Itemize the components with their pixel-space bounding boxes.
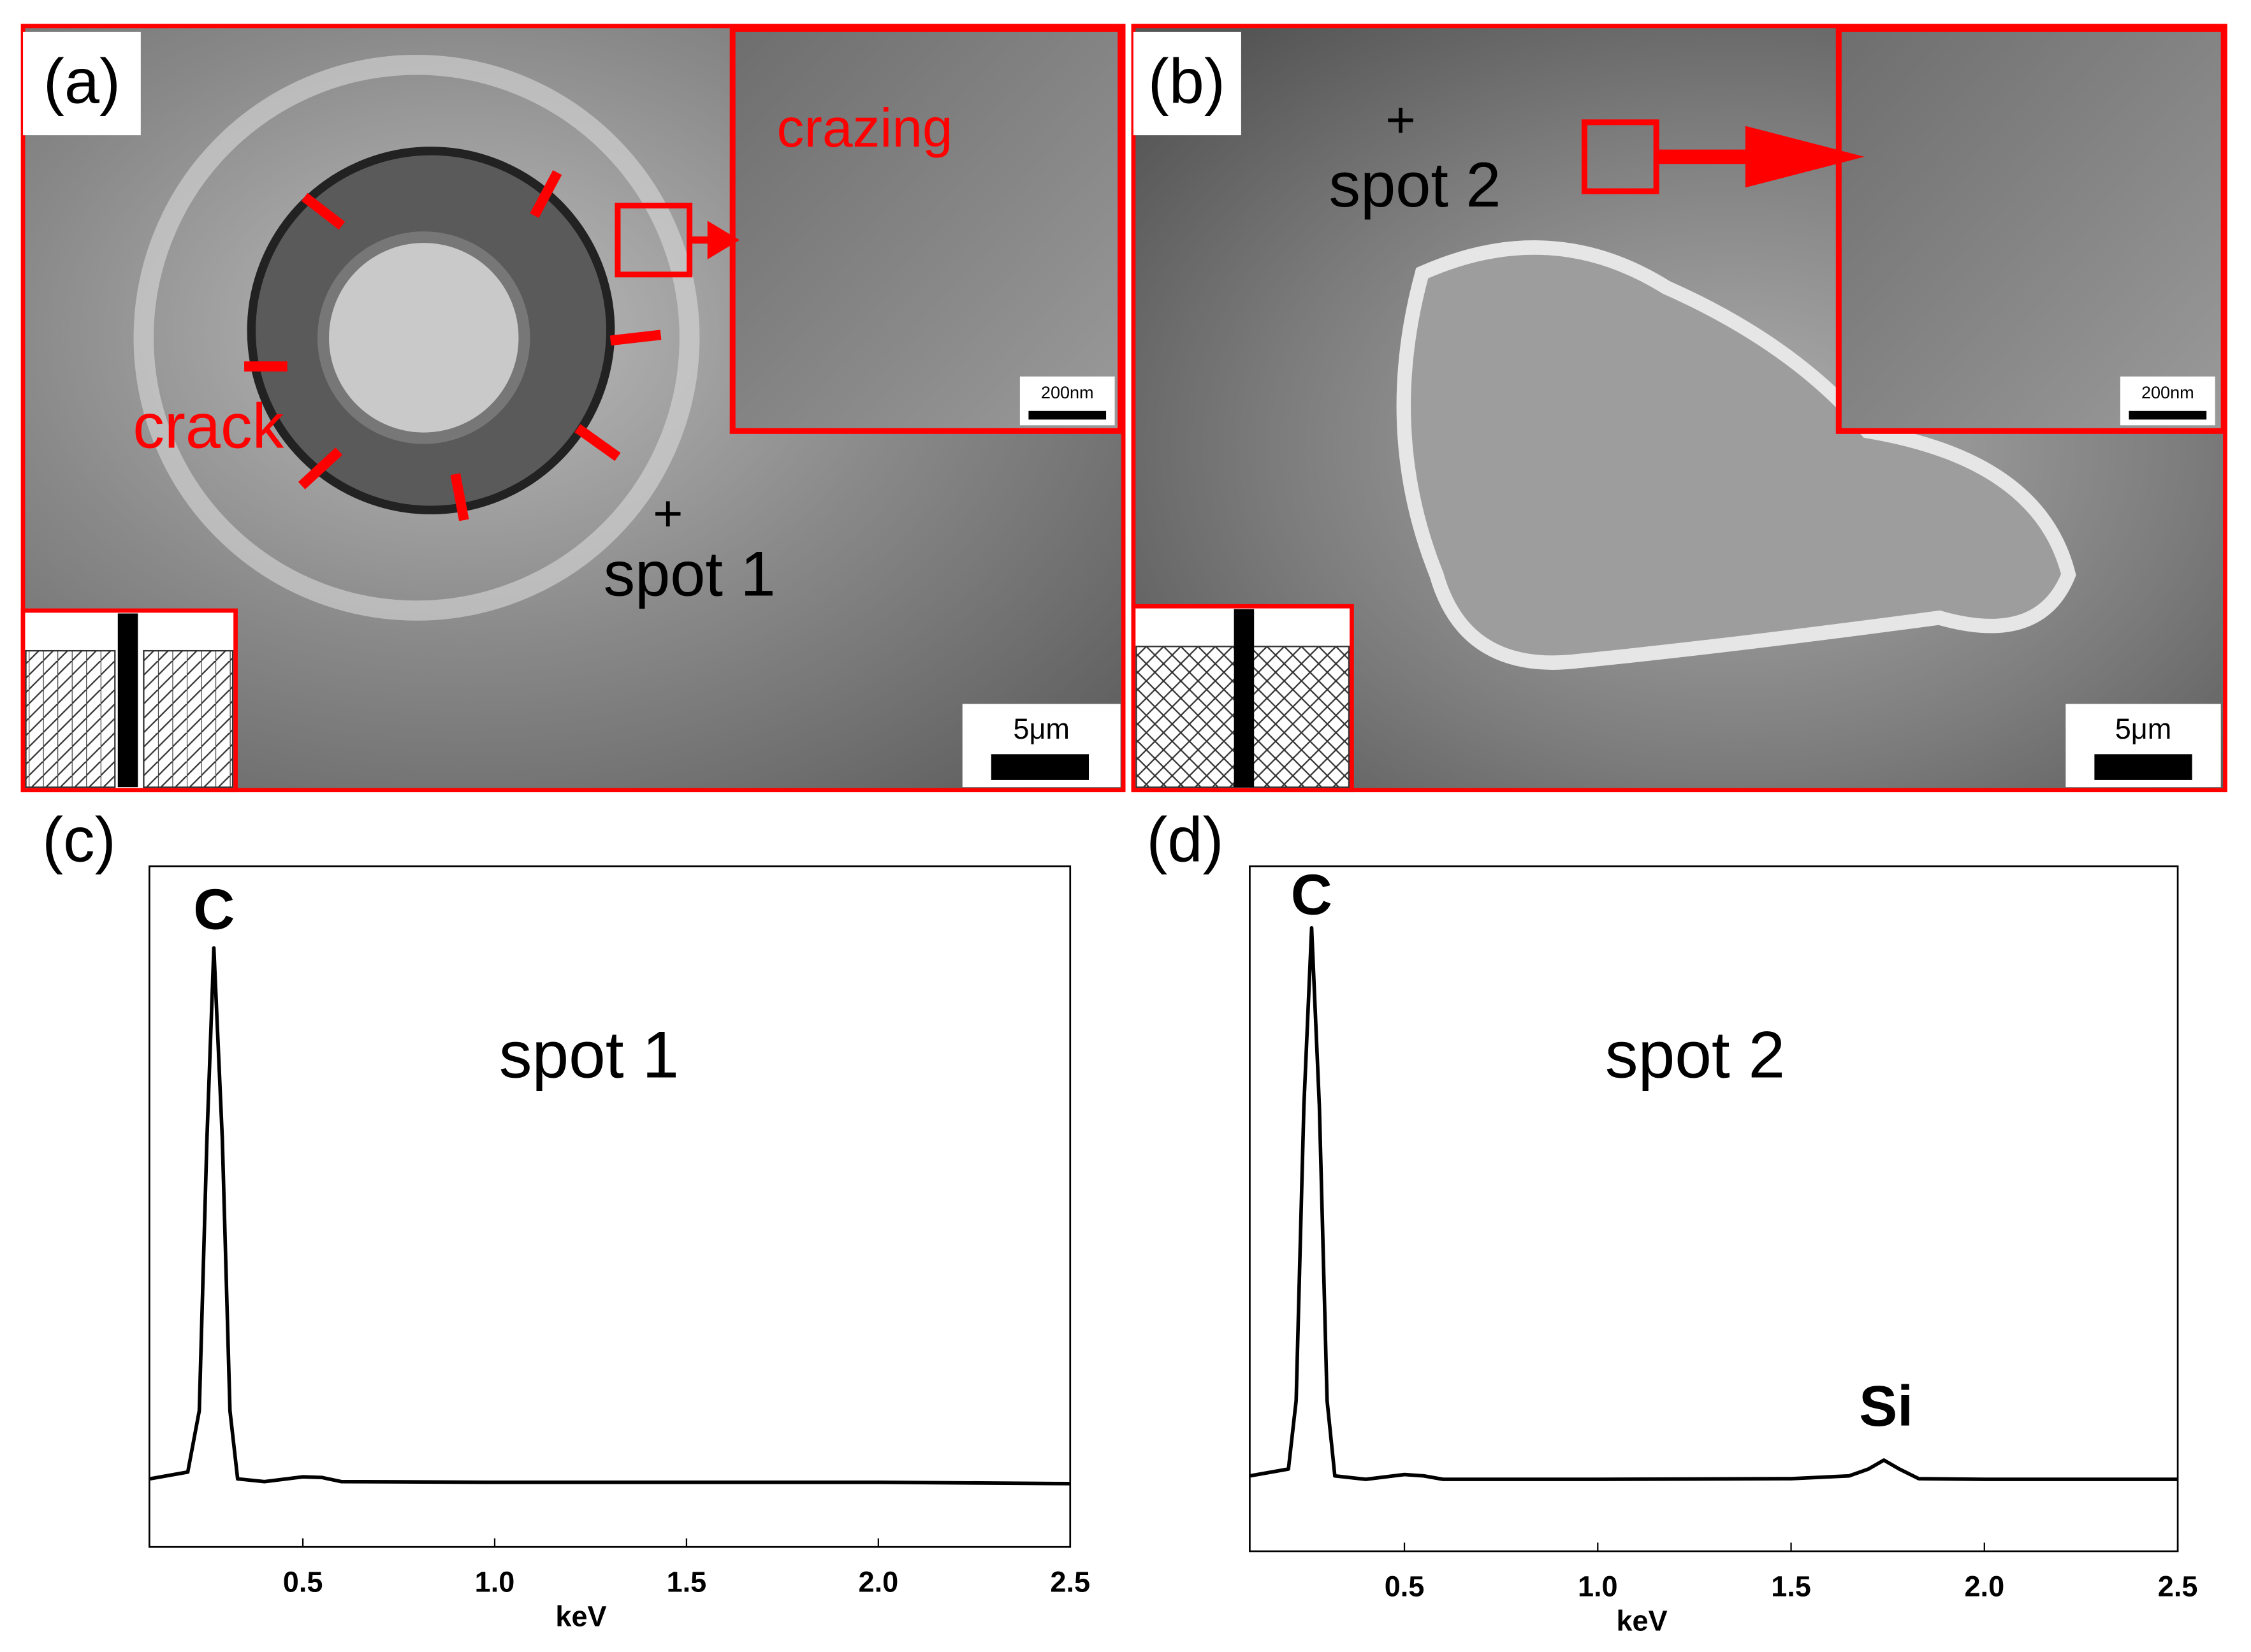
peak-label: C <box>1291 863 1332 927</box>
plot-frame <box>148 865 1072 1548</box>
ring <box>133 54 700 621</box>
scale-bar <box>2094 754 2192 780</box>
x-tick-label: 2.0 <box>859 1566 899 1598</box>
scale-label: 5μm <box>1013 713 1070 745</box>
spectrum-line <box>149 946 1070 1486</box>
scale-bar <box>991 754 1089 780</box>
inset-image <box>1835 25 2227 434</box>
zoom-arrow <box>689 221 740 259</box>
schematic-fiber <box>1234 609 1255 788</box>
schematic-fill <box>25 649 116 788</box>
x-tick-label: 0.5 <box>283 1566 323 1598</box>
annotation: spot 2 <box>1329 150 1501 221</box>
x-tick-label: 1.5 <box>667 1566 707 1598</box>
panel-b: (b) + spot 2 200nm 5μm <box>1131 24 2227 793</box>
x-tick-label: 0.5 <box>1385 1570 1425 1602</box>
pullout <box>1396 240 2076 670</box>
scale-label: 200nm <box>2141 383 2194 402</box>
fiber <box>317 231 530 444</box>
x-tick-label: 2.0 <box>1965 1570 2005 1602</box>
x-tick-label: 2.5 <box>2158 1570 2198 1602</box>
plot-frame <box>1249 865 2179 1553</box>
x-tick-label: 1.0 <box>1578 1570 1618 1602</box>
x-tick-label: 1.5 <box>1771 1570 1811 1602</box>
scale-label: 200nm <box>1041 383 1094 402</box>
panel-label: (b) <box>1148 47 1225 117</box>
chart-title: spot 1 <box>499 1018 679 1092</box>
spot-marker: + <box>1385 92 1415 149</box>
chart-title: spot 2 <box>1605 1018 1785 1092</box>
crack-arrows <box>244 170 662 521</box>
zoom-arrow <box>1656 126 1865 188</box>
panel-label: (d) <box>1146 804 1223 875</box>
x-tick-label: 1.0 <box>475 1566 515 1598</box>
inset-image <box>729 25 1124 434</box>
annotation: spot 1 <box>604 539 776 610</box>
scale-bar <box>2129 410 2207 420</box>
x-axis-label: keV <box>1617 1605 1668 1637</box>
panel-a: (a) crazing crack + spot 1 200nm 5μm <box>20 24 1126 793</box>
annotation: crack <box>133 391 284 462</box>
scale-bar <box>1028 410 1107 420</box>
scale-label: 5μm <box>2115 713 2172 745</box>
x-axis-label: keV <box>555 1600 606 1633</box>
x-tick-label: 2.5 <box>1050 1566 1090 1598</box>
label-bg <box>23 31 141 136</box>
panel-label: (c) <box>42 804 116 875</box>
panel-label: (a) <box>43 47 120 117</box>
spectrum-line <box>1249 926 2178 1481</box>
annotation: crazing <box>777 98 953 159</box>
schematic-fill <box>143 649 234 788</box>
schematic-fiber <box>117 613 138 788</box>
label-bg <box>1133 31 1241 136</box>
peak-label: C <box>193 877 235 941</box>
spot-marker: + <box>653 485 683 542</box>
peak-label: Si <box>1859 1374 1913 1438</box>
